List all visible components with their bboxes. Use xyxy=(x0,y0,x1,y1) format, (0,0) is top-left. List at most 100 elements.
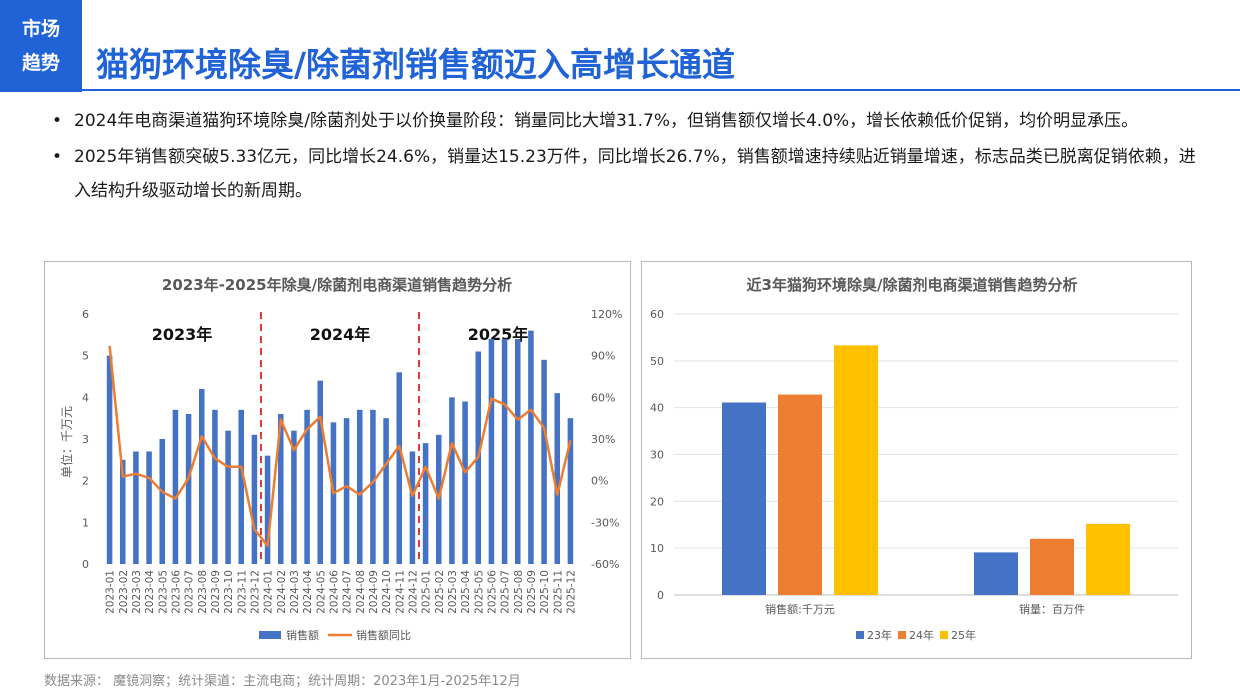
bar-sales xyxy=(238,409,245,564)
bar-sales xyxy=(198,389,205,564)
y-tick-label: 50 xyxy=(650,355,664,368)
year-label: 2025年 xyxy=(468,325,529,344)
x-tick-label: 2024-05 xyxy=(315,570,327,614)
legend-label: 25年 xyxy=(951,628,976,642)
x-tick-label: 2025-03 xyxy=(447,570,459,614)
legend-swatch-bar xyxy=(259,631,281,639)
x-category-label: 销量：百万件 xyxy=(1019,602,1085,616)
x-tick-label: 2023-09 xyxy=(210,570,222,614)
y-tick-label: 1 xyxy=(82,516,89,529)
x-category-label: 销售额:千万元 xyxy=(765,602,835,616)
title-underline xyxy=(82,89,1240,91)
y2-tick-label: 60% xyxy=(591,391,615,404)
y-tick-label: 0 xyxy=(82,558,89,571)
x-tick-label: 2024-08 xyxy=(355,570,367,614)
bullet-item: • 2025年销售额突破5.33亿元，同比增长24.6%，销量达15.23万件，同… xyxy=(52,140,1202,208)
legend-label: 24年 xyxy=(909,628,934,642)
legend-swatch xyxy=(940,631,948,639)
yearly-chart-panel: 近3年猫狗环境除臭/除菌剂电商渠道销售趋势分析 0 10 20 30 40 50 60 销售额:… xyxy=(641,261,1192,659)
legend-swatch xyxy=(898,631,906,639)
y2-tick-label: 120% xyxy=(591,308,622,321)
y-tick-label: 60 xyxy=(650,308,664,321)
x-tick-label: 2024-04 xyxy=(302,570,314,614)
bar-sales xyxy=(185,414,192,564)
bar-sales xyxy=(264,455,271,564)
section-tag-line2: 趋势 xyxy=(21,52,60,74)
x-tick-label: 2025-08 xyxy=(513,570,525,614)
x-tick-label: 2025-02 xyxy=(434,570,446,614)
x-tick-label: 2024-01 xyxy=(263,570,275,614)
bar-sales xyxy=(383,418,389,564)
bar-sales xyxy=(370,409,376,564)
x-tick-label: 2023-06 xyxy=(170,570,182,614)
bar-sales xyxy=(554,393,561,564)
bar-sales xyxy=(343,418,350,564)
x-tick-label: 2024-07 xyxy=(342,570,354,614)
y-tick-label: 6 xyxy=(82,308,89,321)
bullet-text: 2024年电商渠道猫狗环境除臭/除菌剂处于以价换量阶段：销量同比大增31.7%，… xyxy=(74,111,1139,131)
x-tick-label: 2025-07 xyxy=(500,570,512,614)
x-tick-label: 2025-11 xyxy=(552,570,564,614)
x-tick-label: 2023-02 xyxy=(118,570,130,614)
y-tick-label: 0 xyxy=(657,589,664,602)
bar-sales xyxy=(317,380,324,564)
x-tick-label: 2025-12 xyxy=(565,570,577,614)
bar-sales xyxy=(449,397,455,564)
bar-24年 xyxy=(1030,538,1074,595)
y2-tick-label: 90% xyxy=(591,350,615,363)
data-source-note: 数据来源： 魔镜洞察；统计渠道：主流电商；统计周期：2023年1月-2025年1… xyxy=(44,674,521,689)
x-tick-label: 2025-06 xyxy=(486,570,498,614)
x-tick-label: 2023-03 xyxy=(131,570,143,614)
year-label: 2024年 xyxy=(310,325,371,344)
x-tick-label: 2024-06 xyxy=(328,570,340,614)
bar-sales xyxy=(159,439,166,564)
y-tick-label: 4 xyxy=(82,391,89,404)
x-tick-label: 2024-09 xyxy=(368,570,380,614)
y-tick-label: 30 xyxy=(650,449,664,462)
x-tick-label: 2023-04 xyxy=(144,570,156,614)
bar-sales xyxy=(356,409,363,564)
bar-sales xyxy=(462,401,468,564)
bar-sales xyxy=(251,434,258,564)
bullet-list: • 2024年电商渠道猫狗环境除臭/除菌剂处于以价换量阶段：销量同比大增31.7%… xyxy=(52,104,1202,210)
section-tag: 市场 趋势 xyxy=(0,0,82,92)
y-tick-label: 5 xyxy=(82,350,89,363)
bar-sales xyxy=(528,330,534,564)
x-tick-label: 2023-12 xyxy=(249,570,261,614)
x-tick-label: 2023-10 xyxy=(223,570,235,614)
bar-23年 xyxy=(974,552,1018,595)
yoy-line xyxy=(108,345,572,548)
bar-sales xyxy=(277,414,284,564)
yearly-comparison-chart: 近3年猫狗环境除臭/除菌剂电商渠道销售趋势分析 0 10 20 30 40 50 60 销售额:… xyxy=(650,276,1178,642)
bar-sales xyxy=(488,339,495,564)
x-tick-label: 2023-08 xyxy=(197,570,209,614)
y-axis-label: 单位：千万元 xyxy=(59,406,74,478)
x-tick-label: 2025-10 xyxy=(539,570,551,614)
x-tick-label: 2024-11 xyxy=(394,570,406,614)
x-tick-label: 2024-03 xyxy=(289,570,301,614)
chart-title: 2023年-2025年除臭/除菌剂电商渠道销售趋势分析 xyxy=(162,276,512,294)
bar-sales xyxy=(119,459,126,564)
monthly-trend-chart: 2023年-2025年除臭/除菌剂电商渠道销售趋势分析 0 1 2 3 4 5 6 -60% -3… xyxy=(59,276,622,642)
bar-sales xyxy=(146,451,152,564)
legend-label: 销售额 xyxy=(286,628,319,642)
y2-tick-label: -60% xyxy=(591,558,619,571)
x-tick-label: 2025-04 xyxy=(460,570,472,614)
bar-25年 xyxy=(1086,523,1130,595)
page-title: 猫狗环境除臭/除菌剂销售额迈入高增长通道 xyxy=(96,45,736,84)
y-tick-label: 10 xyxy=(650,542,664,555)
y2-tick-label: -30% xyxy=(591,516,619,529)
x-tick-label: 2023-05 xyxy=(157,570,169,614)
bar-sales xyxy=(304,409,310,564)
bar-sales xyxy=(291,430,297,564)
bar-sales xyxy=(514,339,521,564)
x-tick-label: 2023-11 xyxy=(236,570,248,614)
bar-sales xyxy=(409,451,416,564)
bar-sales xyxy=(567,418,574,564)
y2-tick-label: 30% xyxy=(591,433,615,446)
bullet-dot-icon: • xyxy=(52,147,63,167)
bar-sales xyxy=(501,339,508,564)
chart-title: 近3年猫狗环境除臭/除菌剂电商渠道销售趋势分析 xyxy=(747,276,1078,294)
bar-sales xyxy=(172,409,179,564)
x-tick-label: 2024-12 xyxy=(407,570,419,614)
